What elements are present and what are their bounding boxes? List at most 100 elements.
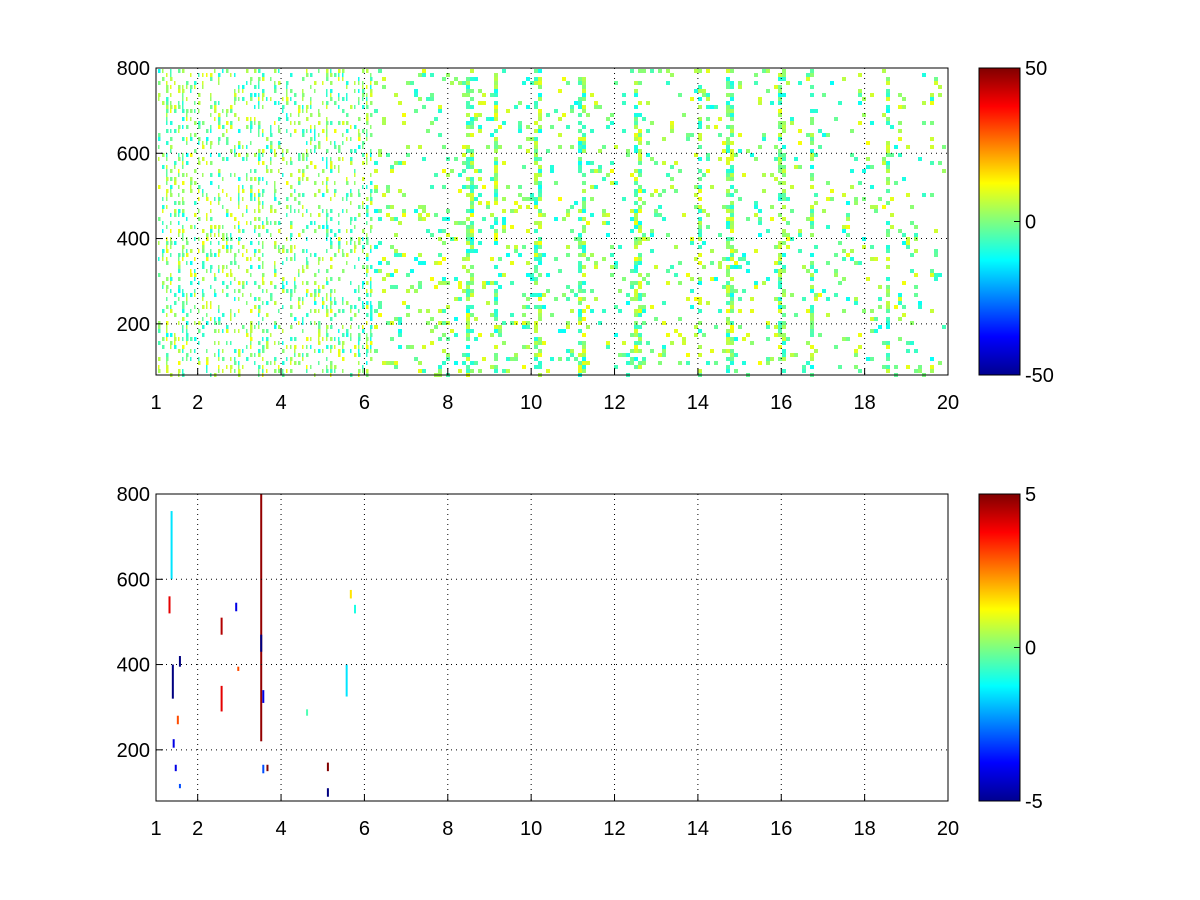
top-heatmap-cell: [414, 109, 418, 113]
top-heatmap-cell: [690, 241, 694, 245]
top-heatmap-cell: [786, 197, 790, 201]
top-heatmap-cell: [370, 73, 372, 77]
top-heatmap-cell: [518, 125, 522, 129]
top-heatmap-cell: [470, 77, 474, 81]
top-heatmap-cell: [522, 365, 526, 369]
bottom-heatmap-cell: [220, 685, 223, 712]
top-heatmap-cell: [722, 149, 726, 153]
top-heatmap-cell: [302, 353, 304, 357]
top-heatmap-cell: [334, 313, 337, 317]
top-heatmap-cell: [502, 341, 506, 345]
top-heatmap-cell: [302, 157, 305, 161]
top-heatmap-cell: [618, 309, 622, 313]
top-heatmap-cell: [258, 241, 260, 245]
top-heatmap-cell: [810, 209, 814, 213]
top-heatmap-cell: [534, 265, 538, 269]
top-heatmap-cell: [422, 157, 426, 161]
top-heatmap-cell: [182, 225, 184, 229]
top-heatmap-cell: [758, 361, 762, 365]
top-heatmap-cell: [326, 177, 329, 181]
top-heatmap-cell: [866, 157, 870, 161]
top-heatmap-cell: [682, 337, 686, 341]
top-heatmap-cell: [302, 133, 305, 137]
top-heatmap-cell: [778, 133, 782, 137]
top-heatmap-cell: [322, 181, 324, 185]
top-heatmap-cell: [338, 329, 340, 333]
top-heatmap-cell: [182, 97, 184, 101]
top-heatmap-cell: [210, 269, 212, 273]
top-heatmap-cell: [226, 233, 228, 237]
top-heatmap-cell: [158, 369, 161, 373]
top-heatmap-cell: [302, 109, 304, 113]
top-heatmap-cell: [158, 341, 161, 345]
top-heatmap-cell: [622, 129, 626, 133]
top-heatmap-cell: [890, 213, 894, 217]
top-heatmap-cell: [638, 133, 642, 137]
top-heatmap-cell: [550, 125, 554, 129]
top-heatmap-cell: [298, 209, 300, 213]
top-heatmap-cell: [826, 261, 830, 265]
top-heatmap-cell: [242, 189, 245, 193]
top-heatmap-cell: [250, 81, 252, 85]
top-heatmap-cell: [418, 309, 422, 313]
top-heatmap-cell: [330, 257, 333, 261]
top-heatmap-cell: [398, 161, 402, 165]
top-heatmap-cell: [158, 185, 161, 189]
top-heatmap-cell: [634, 289, 638, 293]
top-heatmap-cell: [282, 109, 284, 113]
top-heatmap-cell: [470, 89, 474, 93]
top-heatmap-cell: [782, 321, 786, 325]
top-heatmap-cell: [226, 249, 229, 253]
top-heatmap-cell: [730, 201, 734, 205]
top-heatmap-cell: [278, 245, 280, 249]
top-heatmap-cell: [302, 269, 305, 273]
top-heatmap-cell: [394, 161, 398, 165]
top-heatmap-cell: [730, 229, 734, 233]
top-heatmap-cell: [366, 341, 368, 345]
top-heatmap-cell: [370, 217, 373, 221]
top-heatmap-cell: [274, 101, 277, 105]
top-heatmap-cell: [330, 293, 332, 297]
top-heatmap-cell: [470, 193, 474, 197]
top-heatmap-cell: [522, 197, 526, 201]
top-heatmap-cell: [362, 201, 364, 205]
top-heatmap-cell: [250, 125, 253, 129]
top-heatmap-cell: [298, 305, 301, 309]
top-heatmap-cell: [486, 145, 490, 149]
top-heatmap-cell: [326, 365, 328, 369]
bottom-heatmap-cell: [266, 764, 269, 772]
top-heatmap-cell: [202, 241, 205, 245]
top-heatmap-cell: [166, 361, 168, 365]
top-heatmap-cell: [642, 309, 646, 313]
top-heatmap-cell: [330, 317, 333, 321]
top-heatmap-cell: [158, 93, 161, 97]
top-heatmap-cell: [746, 261, 750, 265]
top-heatmap-cell: [878, 197, 882, 201]
top-heatmap-cell: [302, 129, 305, 133]
top-heatmap-cell: [310, 101, 312, 105]
top-heatmap-cell: [222, 125, 225, 129]
top-heatmap-cell: [810, 221, 814, 225]
top-heatmap-cell: [778, 73, 782, 77]
top-heatmap-cell: [510, 225, 514, 229]
top-heatmap-cell: [470, 201, 474, 205]
top-heatmap-cell: [318, 205, 321, 209]
bottom-x-tick-label: 1: [150, 818, 161, 840]
top-heatmap-cell: [634, 293, 638, 297]
top-heatmap-cell: [202, 157, 205, 161]
top-heatmap-cell: [362, 369, 364, 373]
top-heatmap-cell: [778, 241, 782, 245]
top-heatmap-cell: [162, 221, 164, 225]
top-heatmap-cell: [242, 97, 245, 101]
top-heatmap-cell: [618, 353, 622, 357]
top-heatmap-cell: [362, 329, 365, 333]
top-heatmap-cell: [606, 341, 610, 345]
top-heatmap-cell: [230, 309, 232, 313]
top-heatmap-cell: [358, 193, 361, 197]
top-heatmap-cell: [886, 153, 890, 157]
top-heatmap-cell: [306, 149, 308, 153]
top-heatmap-cell: [286, 101, 289, 105]
top-heatmap-cell: [362, 145, 364, 149]
top-heatmap-cell: [194, 269, 196, 273]
top-heatmap-cell: [602, 309, 606, 313]
